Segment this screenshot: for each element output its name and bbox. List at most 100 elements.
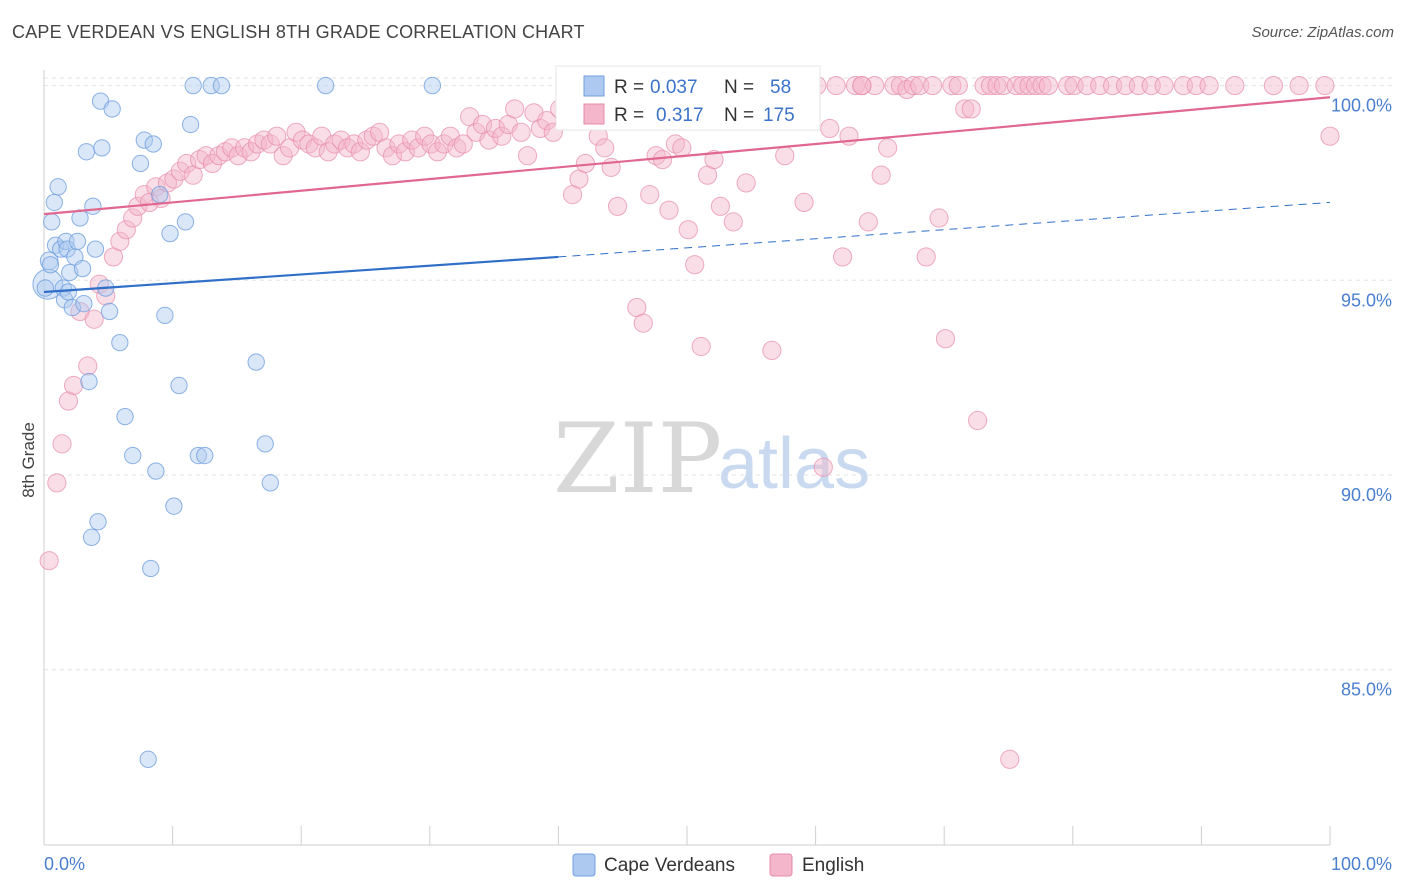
english-point [395, 142, 415, 162]
cape-verdean-point [49, 178, 67, 196]
cape-verdean-point [316, 76, 335, 95]
cape-verdean-point [156, 306, 174, 325]
cape-verdean-point [212, 76, 231, 95]
cape-verdean-point [165, 497, 183, 515]
english-point [123, 208, 143, 228]
english-point [858, 212, 878, 232]
english-point [511, 122, 531, 142]
cape-verdean-point [116, 407, 134, 426]
legend-n-value-0: 58 [770, 77, 791, 98]
english-point [1225, 75, 1245, 96]
english-point [318, 142, 338, 162]
legend-bottom-swatch-blue [572, 853, 596, 877]
english-point [878, 138, 898, 158]
english-point [640, 185, 660, 205]
english-point [78, 356, 98, 376]
cape-verdean-point [202, 76, 220, 95]
legend-r-label-0: R = [614, 77, 644, 98]
english-point [852, 75, 872, 96]
english-point [177, 153, 197, 174]
series-cape-verdeans-points [32, 76, 442, 768]
x-tick-label: 0.0% [44, 854, 85, 874]
english-point [402, 130, 422, 150]
cape-verdean-point [84, 197, 102, 215]
english-point [52, 434, 72, 454]
watermark-zip: ZIP [553, 403, 722, 515]
cape-verdean-point [43, 213, 61, 231]
cape-verdean-point [196, 446, 214, 465]
cape-verdean-point [151, 185, 169, 204]
x-tick-label: 100.0% [1331, 854, 1392, 874]
english-point [58, 391, 79, 411]
cape-verdean-point [161, 224, 179, 243]
legend-r-value-1: 0.317 [656, 105, 704, 126]
english-point [376, 138, 396, 158]
cape-verdean-point [256, 435, 274, 453]
english-point [961, 99, 981, 119]
cape-verdean-point [45, 193, 63, 212]
cape-verdean-point [93, 139, 111, 157]
legend-n-value-1: 175 [763, 105, 795, 126]
english-point [331, 130, 351, 150]
legend-bottom-swatch-pink [769, 853, 793, 877]
english-point [659, 200, 679, 220]
english-point [820, 118, 840, 139]
legend-n-label-0: N = [724, 77, 754, 98]
english-point [1199, 75, 1219, 96]
source-credit: Source: ZipAtlas.com [1251, 24, 1394, 41]
cape-verdean-point [131, 154, 150, 173]
legend-r-label-1: R = [614, 105, 644, 126]
y-tick-label: 85.0% [1341, 680, 1392, 700]
cape-verdean-point [139, 750, 157, 768]
cape-verdeans-trend-extension [558, 201, 1331, 258]
cape-verdean-point [142, 559, 160, 578]
watermark-atlas: atlas [718, 424, 870, 504]
english-point [871, 165, 891, 185]
english-point [286, 122, 306, 142]
english-point [1058, 75, 1078, 96]
english-point [273, 146, 293, 166]
y-tick-label: 95.0% [1341, 290, 1392, 310]
english-point [633, 313, 653, 333]
trend-lines [43, 96, 1331, 294]
english-point [415, 126, 435, 146]
english-point [1320, 126, 1340, 146]
legend-swatch-pink [583, 103, 605, 125]
english-point [241, 142, 261, 162]
english-point [833, 247, 853, 267]
english-point [595, 138, 615, 158]
x-tick-labels: 0.0% 100.0% [44, 854, 1392, 874]
english-point [1000, 749, 1020, 769]
cape-verdeans-trend-line [43, 255, 559, 294]
english-point [350, 142, 370, 162]
english-point [47, 473, 67, 493]
cape-verdean-point [36, 279, 54, 297]
legend-top: R = 0.037 N = 58 R = 0.317 N = 175 [555, 65, 821, 131]
cape-verdean-point [184, 76, 202, 95]
english-point [485, 118, 505, 139]
english-point [39, 551, 59, 571]
english-point [1032, 75, 1052, 96]
cape-verdean-point [147, 462, 165, 480]
cape-verdean-point [135, 131, 153, 149]
english-point [1154, 75, 1174, 96]
english-point [948, 75, 968, 96]
cape-verdean-point [261, 474, 279, 492]
english-point [389, 134, 409, 154]
cape-verdean-point [75, 295, 93, 313]
english-point [691, 336, 711, 357]
cape-verdean-point [170, 376, 188, 395]
english-point [164, 169, 184, 189]
english-point [775, 146, 795, 166]
english-point [492, 126, 512, 146]
english-point [1038, 75, 1058, 96]
cape-verdean-point [73, 259, 92, 278]
y-axis-label: 8th Grade [19, 422, 38, 498]
english-point [228, 146, 248, 166]
english-point [146, 177, 166, 197]
english-point [170, 161, 190, 181]
english-point [903, 75, 923, 96]
english-point [434, 134, 454, 154]
english-point [479, 130, 499, 150]
english-point [968, 410, 988, 431]
